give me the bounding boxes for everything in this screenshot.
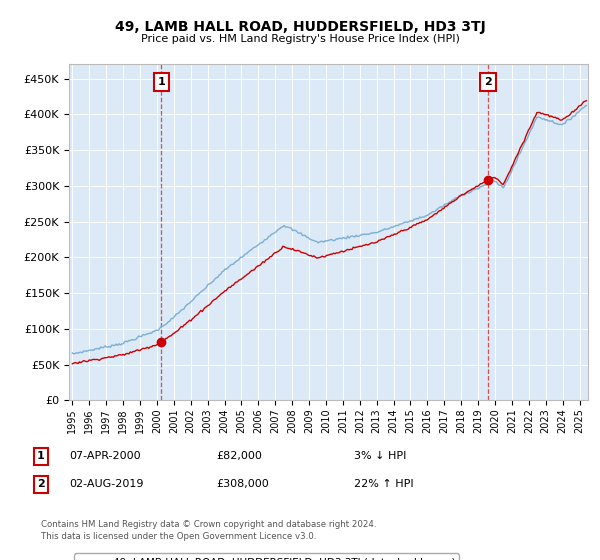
Text: 1: 1 bbox=[158, 77, 166, 87]
Text: Contains HM Land Registry data © Crown copyright and database right 2024.
This d: Contains HM Land Registry data © Crown c… bbox=[41, 520, 376, 542]
Text: 07-APR-2000: 07-APR-2000 bbox=[69, 451, 140, 461]
Text: £308,000: £308,000 bbox=[216, 479, 269, 489]
Legend: 49, LAMB HALL ROAD, HUDDERSFIELD, HD3 3TJ (detached house), HPI: Average price, : 49, LAMB HALL ROAD, HUDDERSFIELD, HD3 3T… bbox=[74, 553, 460, 560]
Text: 22% ↑ HPI: 22% ↑ HPI bbox=[354, 479, 413, 489]
Text: 2: 2 bbox=[37, 479, 44, 489]
Text: 49, LAMB HALL ROAD, HUDDERSFIELD, HD3 3TJ: 49, LAMB HALL ROAD, HUDDERSFIELD, HD3 3T… bbox=[115, 20, 485, 34]
Text: 02-AUG-2019: 02-AUG-2019 bbox=[69, 479, 143, 489]
Text: 1: 1 bbox=[37, 451, 44, 461]
Text: £82,000: £82,000 bbox=[216, 451, 262, 461]
Text: 3% ↓ HPI: 3% ↓ HPI bbox=[354, 451, 406, 461]
Text: 2: 2 bbox=[484, 77, 492, 87]
Text: Price paid vs. HM Land Registry's House Price Index (HPI): Price paid vs. HM Land Registry's House … bbox=[140, 34, 460, 44]
